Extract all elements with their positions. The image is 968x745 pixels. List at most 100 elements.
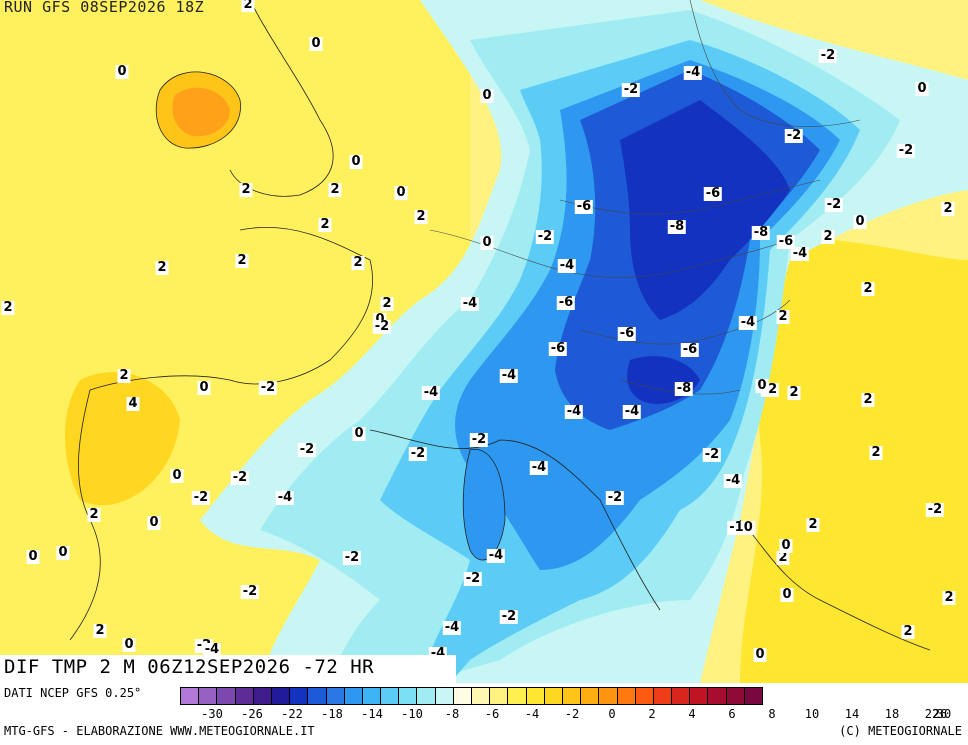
legend-swatch [526,687,545,705]
legend-swatch [726,687,745,705]
contour-label: 2 [776,550,790,565]
legend-swatch [635,687,654,705]
legend-tick-label: 14 [844,707,860,721]
credits-left: MTG-GFS - ELABORAZIONE WWW.METEOGIORNALE… [4,724,315,738]
contour-label: -2 [702,447,722,462]
contour-label: -4 [790,246,810,261]
contour-label: -2 [342,550,362,565]
legend-swatch [308,687,327,705]
contour-label: 0 [780,587,794,602]
legend-tick-label: -8 [444,707,460,721]
contour-label: 0 [753,647,767,662]
contour-label: 2 [1,300,15,315]
contour-label: 2 [776,309,790,324]
legend-tick-label: 26 [932,707,948,721]
contour-label: -4 [564,404,584,419]
contour-label: -2 [621,82,641,97]
contour-label: -6 [574,199,594,214]
legend-swatch [417,687,436,705]
legend-tick-label: 18 [884,707,900,721]
legend-swatch [235,687,254,705]
contour-label: -6 [776,234,796,249]
legend-swatch [490,687,509,705]
contour-label: -4 [683,65,703,80]
contour-label: -2 [258,380,278,395]
contour-label: 0 [853,214,867,229]
contour-label: -4 [738,315,758,330]
legend-swatch [290,687,309,705]
contour-label: 2 [821,229,835,244]
legend-swatch [672,687,691,705]
contour-label: 2 [861,392,875,407]
contour-label: -6 [680,342,700,357]
contour-label: 0 [197,380,211,395]
contour-label: 0 [170,468,184,483]
legend-tick-label: -30 [201,707,223,721]
contour-label: 0 [349,154,363,169]
legend-swatch [381,687,400,705]
temperature-difference-map: RUN GFS 08SEP2026 18Z 000000000000000002… [0,0,968,683]
legend-swatch [199,687,218,705]
legend-swatch [181,687,200,705]
legend-swatch [599,687,618,705]
legend-swatch [617,687,636,705]
contour-label: 2 [806,517,820,532]
legend-swatch [544,687,563,705]
contour-label: 0 [352,426,366,441]
contour-label: 2 [942,590,956,605]
contour-label: 2 [787,385,801,400]
contour-label: -6 [617,326,637,341]
legend-tick-label: -10 [401,707,423,721]
legend-tick-label: 30 [936,707,952,721]
legend-swatch [399,687,418,705]
contour-label: -4 [202,642,222,657]
contour-label: 0 [480,88,494,103]
legend-swatch [344,687,363,705]
contour-label: -4 [723,473,743,488]
legend-tick-label: 10 [804,707,820,721]
contour-label: -6 [548,341,568,356]
contour-label: -4 [275,490,295,505]
map-title: DIF TMP 2 M 06Z12SEP2026 -72 HR [4,656,375,678]
contour-label: 2 [414,209,428,224]
contour-label: -6 [703,186,723,201]
contour-label: -10 [727,520,755,535]
contour-label: -2 [605,490,625,505]
contour-label: -4 [442,620,462,635]
legend-swatch [690,687,709,705]
contour-label: 4 [126,396,140,411]
map-canvas [0,0,968,683]
contour-label: 2 [380,296,394,311]
contour-label: -2 [824,197,844,212]
contour-label: -2 [818,48,838,63]
contour-label: -4 [460,296,480,311]
contour-label: -4 [557,258,577,273]
data-source: DATI NCEP GFS 0.25° [4,686,142,700]
contour-label: -8 [674,381,694,396]
legend-tick-label: -6 [484,707,500,721]
contour-label: -2 [191,490,211,505]
contour-label: 0 [480,235,494,250]
contour-label: 2 [155,260,169,275]
credits-right: (C) METEOGIORNALE [839,724,962,738]
contour-label: -2 [499,609,519,624]
contour-label: 2 [328,182,342,197]
legend-swatch [326,687,345,705]
contour-label: 2 [117,368,131,383]
contour-label: 2 [235,253,249,268]
contour-label: 0 [26,549,40,564]
contour-label: -2 [784,128,804,143]
contour-label: -6 [556,295,576,310]
legend-ticks: -30 -26 -22 -18 -14 -10 -8 -6 -4 -2 0 2 4 6 8 10 14 18 22 2… [180,707,966,721]
legend-tick-label: 8 [768,707,776,721]
legend-swatch [708,687,727,705]
legend-swatch [581,687,600,705]
color-legend: DATI NCEP GFS 0.25° -30 -26 -22 -18 -14 -10 -8… [0,683,968,745]
legend-tick-label: -2 [564,707,580,721]
legend-tick-label: -26 [241,707,263,721]
contour-label: -2 [896,143,916,158]
contour-label: 2 [318,217,332,232]
contour-label: -2 [469,432,489,447]
contour-label: -4 [622,404,642,419]
contour-label: -4 [529,460,549,475]
